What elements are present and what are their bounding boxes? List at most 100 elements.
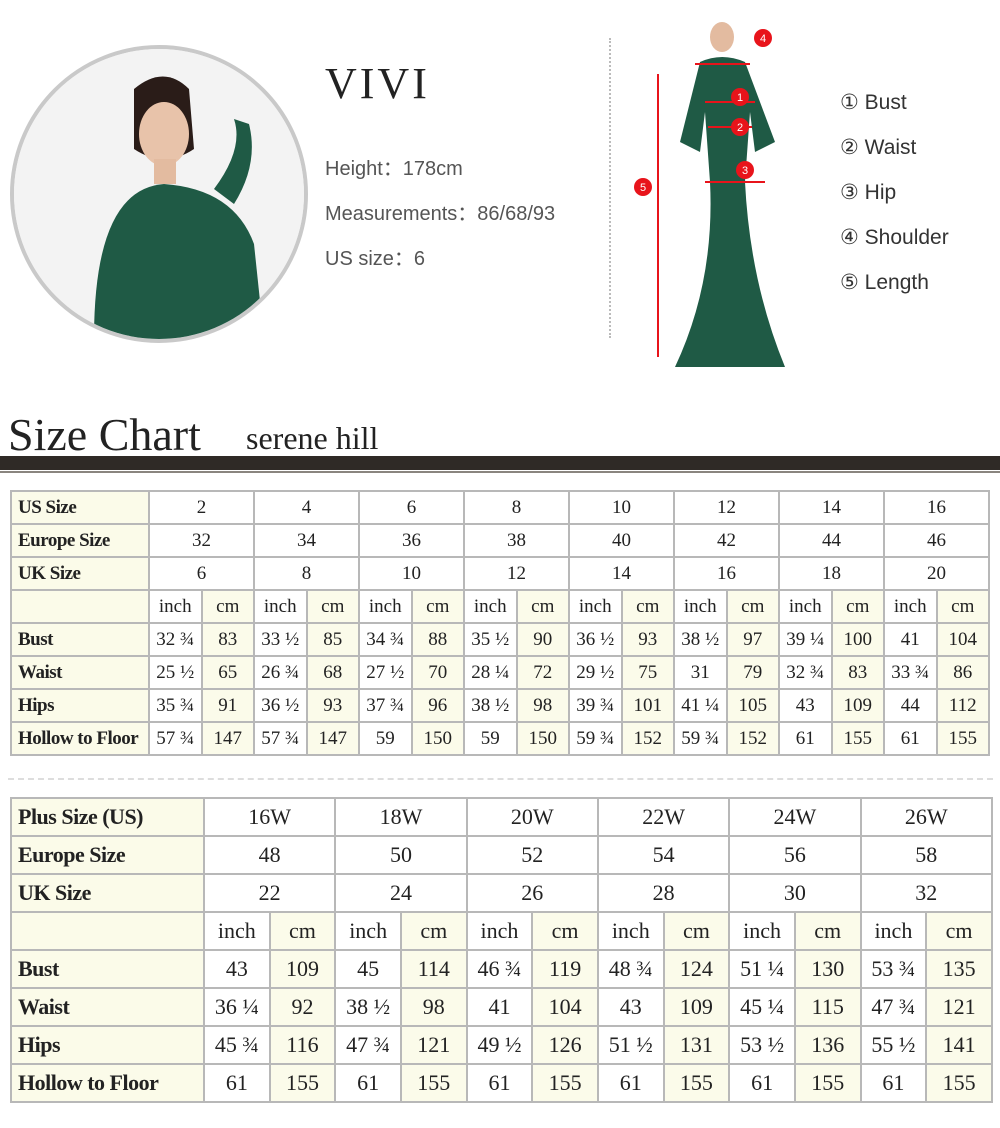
inch-value: 45 [334, 949, 402, 989]
size-cell: 38 [463, 523, 570, 558]
table-row: UK Size 22 24 26 28 30 32 [10, 873, 994, 913]
table-row: Waist 36 ¼ 92 38 ½ 98 41 104 43 109 45 ¼ 115 47 ¾ 12… [10, 987, 993, 1027]
cm-value: 85 [305, 622, 360, 657]
dress-measurement-diagram: 4 1 2 3 5 [634, 22, 785, 367]
row-label: Waist [10, 987, 205, 1027]
unit-inch: inch [673, 589, 728, 624]
inch-value: 45 ¾ [203, 1025, 271, 1065]
inch-value: 39 ¼ [778, 622, 833, 657]
inch-value: 61 [883, 721, 938, 756]
unit-cm: cm [268, 911, 337, 951]
cm-value: 96 [410, 688, 465, 723]
unit-cm: cm [200, 589, 255, 624]
size-chart-subtitle: serene hill [246, 420, 379, 456]
measurement-markers [634, 29, 772, 196]
inch-value: 55 ½ [859, 1025, 928, 1065]
row-label: Hollow to Floor [10, 1063, 205, 1103]
cm-value: 114 [399, 949, 468, 989]
cm-value: 98 [515, 688, 570, 723]
inch-value: 45 ¼ [728, 987, 796, 1027]
size-cell: 10 [568, 490, 675, 525]
inch-value: 44 [883, 688, 938, 723]
inch-value: 41 [465, 987, 534, 1027]
table-row: Waist 25 ½ 65 26 ¾ 68 27 ½ 70 28 ¼ 72 29 ½ 75 31 79 3… [10, 655, 990, 690]
unit-cm: cm [830, 589, 885, 624]
inch-value: 61 [334, 1063, 402, 1103]
unit-cm: cm [515, 589, 570, 624]
cm-value: 126 [531, 1025, 599, 1065]
unit-inch: inch [859, 911, 928, 951]
row-label: Europe Size [10, 523, 150, 558]
row-label: US Size [10, 490, 150, 525]
inch-value: 38 ½ [463, 688, 518, 723]
row-label: Waist [10, 655, 150, 690]
unit-inch: inch [465, 911, 534, 951]
inch-value: 32 ¾ [148, 622, 203, 657]
dashed-divider [8, 778, 993, 780]
inch-value: 43 [778, 688, 833, 723]
inch-value: 36 ¼ [203, 987, 271, 1027]
cm-value: 93 [620, 622, 675, 657]
cm-value: 109 [268, 949, 337, 989]
size-cell: 12 [673, 490, 780, 525]
inch-value: 32 ¾ [778, 655, 833, 690]
size-cell: 40 [568, 523, 675, 558]
inch-value: 61 [465, 1063, 534, 1103]
svg-text:1: 1 [737, 92, 743, 104]
size-cell: 52 [465, 835, 599, 875]
inch-value: 34 ¾ [358, 622, 413, 657]
cm-value: 155 [399, 1063, 468, 1103]
model-measurements: Measurements：86/68/93 [325, 203, 556, 225]
inch-value: 29 ½ [568, 655, 623, 690]
unit-cm: cm [925, 911, 993, 951]
row-label: UK Size [10, 873, 205, 913]
size-cell: 32 [148, 523, 255, 558]
row-label-empty [10, 589, 150, 624]
inch-value: 48 ¾ [596, 949, 665, 989]
cm-value: 104 [935, 622, 990, 657]
size-cell: 22 [202, 873, 337, 913]
legend-bust: ① Bust [840, 91, 907, 114]
legend-hip: ③ Hip [840, 181, 897, 204]
unit-cm: cm [620, 589, 675, 624]
cm-value: 124 [662, 949, 731, 989]
size-cell: 32 [859, 873, 994, 913]
cm-value: 72 [515, 655, 570, 690]
size-cell: 18W [334, 797, 468, 837]
inch-value: 27 ½ [358, 655, 413, 690]
inch-value: 28 ¼ [463, 655, 518, 690]
inch-value: 61 [596, 1063, 665, 1103]
inch-value: 59 ¾ [568, 721, 623, 756]
inch-value: 47 ¾ [859, 987, 928, 1027]
size-cell: 14 [778, 490, 885, 525]
size-cell: 28 [596, 873, 731, 913]
size-cell: 36 [358, 523, 465, 558]
row-label: Hollow to Floor [10, 721, 150, 756]
legend-shoulder: ④ Shoulder [840, 226, 949, 249]
inch-value: 53 ½ [728, 1025, 796, 1065]
inch-value: 31 [673, 655, 728, 690]
inch-value: 43 [203, 949, 271, 989]
cm-value: 155 [268, 1063, 337, 1103]
row-label: UK Size [10, 556, 150, 591]
header-bar-line [0, 471, 1000, 473]
size-chart-title: Size Chart [8, 409, 201, 460]
unit-inch: inch [148, 589, 203, 624]
unit-inch: inch [203, 911, 271, 951]
size-cell: 24W [728, 797, 862, 837]
cm-value: 97 [725, 622, 780, 657]
inch-value: 57 ¾ [253, 721, 308, 756]
size-cell: 42 [673, 523, 780, 558]
cm-value: 150 [515, 721, 570, 756]
inch-value: 37 ¾ [358, 688, 413, 723]
table-row: Hollow to Floor 57 ¾ 147 57 ¾ 147 59 150 59 150 5… [10, 721, 990, 756]
unit-row: inch cm inch cm inch cm inch cm inch cm inch cm inch… [10, 589, 990, 624]
size-cell: 50 [334, 835, 468, 875]
size-cell: 58 [859, 835, 994, 875]
inch-value: 35 ¾ [148, 688, 203, 723]
size-cell: 10 [358, 556, 465, 591]
inch-value: 46 ¾ [465, 949, 534, 989]
size-cell: 14 [568, 556, 675, 591]
size-cell: 16 [673, 556, 780, 591]
